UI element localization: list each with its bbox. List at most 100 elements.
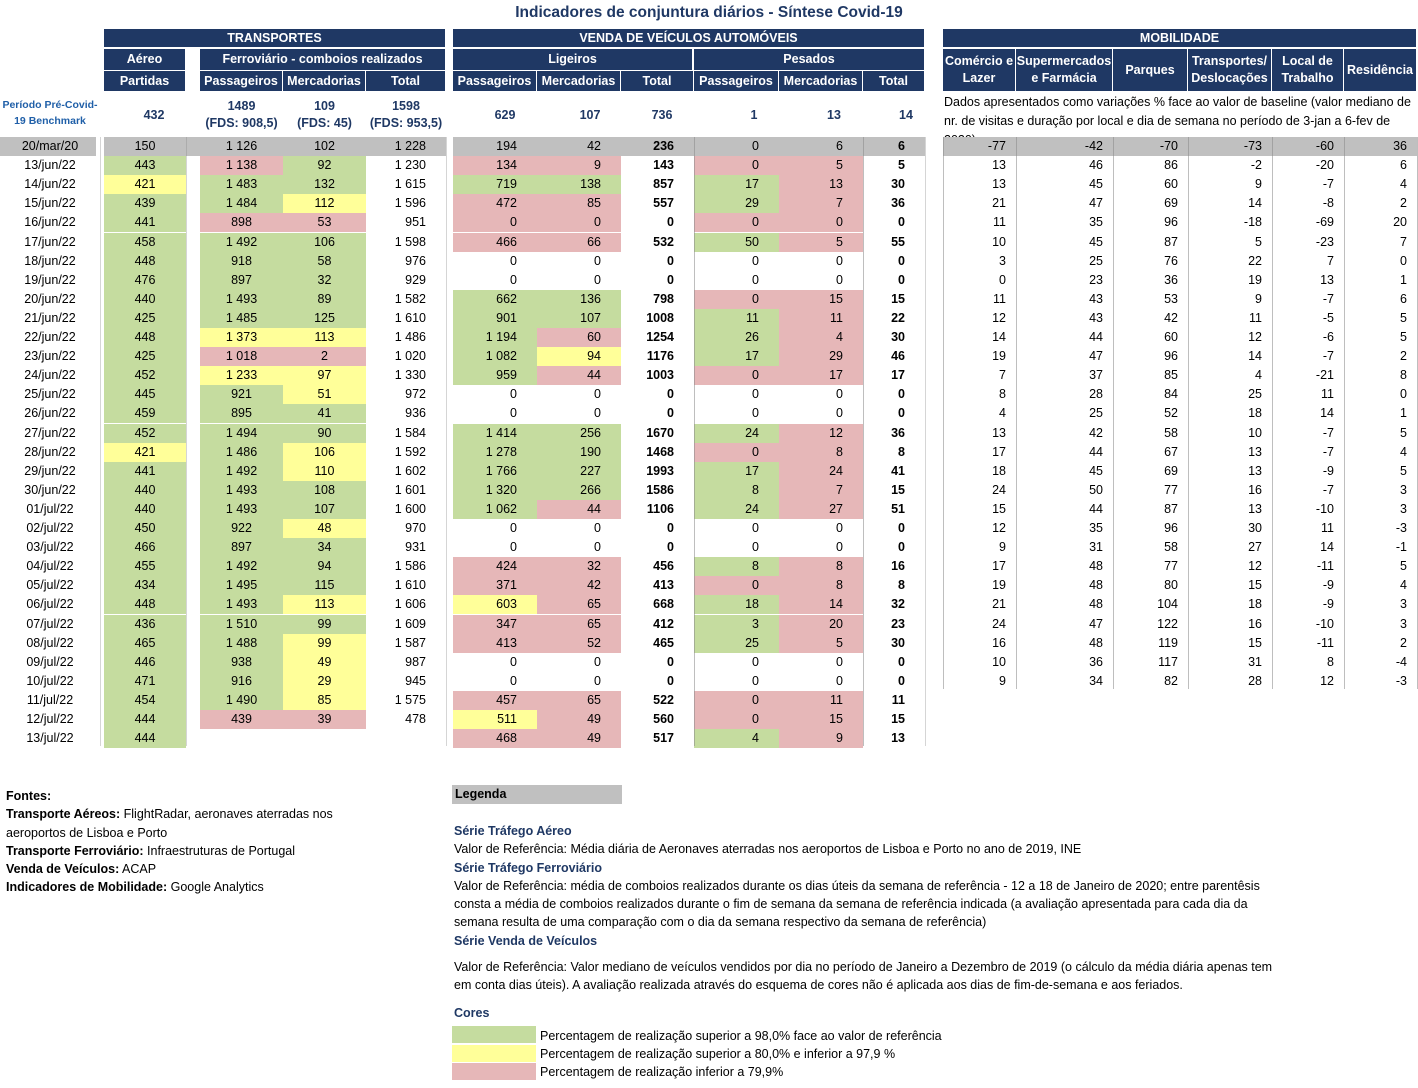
cell-supermercados: 47: [1089, 196, 1103, 211]
fontes-ferroviario: Transporte Ferroviário: Infraestruturas …: [6, 843, 296, 858]
cell-lig-pass: 662: [453, 289, 537, 309]
date-cell: 14/jun/22: [24, 177, 76, 192]
cell-lig-merc: 65: [537, 595, 621, 615]
table-row: 23/jun/22 425 1 018 2 1 020 1 082 94 1176 17 29 46…: [0, 347, 1418, 367]
cell-lig-tot: 1670: [646, 425, 674, 440]
cell-lig-tot: 0: [667, 540, 674, 555]
bench-tot: 1598 (FDS: 953,5): [366, 96, 446, 134]
cell-trabalho: -10: [1315, 501, 1334, 516]
cell-lig-tot: 857: [653, 177, 674, 192]
cell-lig-pass: 0: [510, 406, 517, 421]
cell-residencia: 0: [1400, 387, 1407, 402]
cell-parques: 96: [1164, 521, 1178, 535]
cell-pes-tot: 15: [891, 712, 905, 726]
cell-supermercados: 23: [1089, 272, 1103, 287]
column-divider: [186, 137, 187, 746]
cell-pes-tot: 8: [898, 444, 905, 459]
cell-parques: 69: [1164, 196, 1178, 211]
cell-supermercados: 43: [1089, 291, 1103, 306]
cell-comercio: 9: [999, 540, 1006, 555]
cell-lig-merc: 190: [537, 442, 621, 462]
cell-supermercados: 34: [1089, 673, 1103, 688]
cell-pes-merc: 8: [779, 442, 863, 462]
swatch-pink: [452, 1063, 536, 1080]
table-row: 05/jul/22 434 1 495 115 1 610 371 42 413 0 8 8 19 48…: [0, 576, 1418, 596]
cell-lig-tot: 1586: [646, 482, 674, 497]
cell-tot: 1 575: [394, 692, 426, 707]
cell-transportes: 28: [1248, 673, 1262, 688]
date-cell: 07/jul/22: [26, 616, 74, 631]
cell-merc: 48: [283, 519, 366, 538]
bench-aereo: 432: [143, 107, 165, 122]
table-row: 19/jun/22 476 897 32 929 0 0 0 0 0 0 0 23 36 19 13 1: [0, 270, 1418, 290]
cell-comercio: 7: [999, 368, 1006, 383]
cell-parques: 86: [1164, 158, 1178, 173]
cell-pass: 1 492: [200, 557, 283, 577]
cell-parques: 96: [1164, 215, 1178, 230]
cell-tot: 936: [405, 406, 426, 421]
cell-pes-merc: 14: [779, 595, 863, 615]
bench-lm: 107: [579, 107, 601, 122]
cell-pes-tot: 55: [891, 234, 905, 249]
cell-pes-tot: 13: [891, 731, 905, 746]
cell-lig-merc: 0: [594, 540, 601, 555]
cell-supermercados: 36: [1089, 654, 1103, 669]
cell-pes-tot: 22: [891, 310, 905, 325]
column-divider: [1344, 137, 1345, 689]
cell-pes-tot: 0: [898, 253, 905, 268]
cell-lig-tot: 1106: [646, 501, 674, 516]
cell-pes-pass: 24: [694, 499, 779, 519]
cell-pes-pass: 11: [694, 308, 779, 328]
cell-trabalho: -23: [1315, 234, 1334, 249]
cell-lig-merc: 0: [594, 387, 601, 402]
cell-lig-tot: 413: [653, 578, 674, 593]
cell-merc: 132: [283, 175, 366, 195]
table-row: 03/jul/22 466 897 34 931 0 0 0 0 0 0 9 31 58 27 14 -1: [0, 538, 1418, 558]
cell-residencia: 3: [1400, 501, 1407, 516]
cell-lig-tot: 668: [653, 597, 674, 612]
cell-comercio: 11: [993, 291, 1006, 306]
cell-pass: 898: [200, 213, 283, 233]
cell-merc: 102: [314, 139, 335, 153]
cell-pes-merc: 0: [836, 253, 843, 268]
cell-merc: 29: [283, 671, 366, 691]
cell-pes-tot: 36: [891, 196, 905, 211]
cell-residencia: 6: [1400, 158, 1407, 173]
cell-aereo: 466: [104, 538, 186, 558]
cell-pes-merc: 8: [779, 557, 863, 577]
cell-lig-tot: 557: [653, 196, 674, 211]
cell-aereo: 455: [104, 557, 186, 577]
cell-lig-tot: 1003: [646, 368, 674, 383]
cell-merc: 99: [283, 614, 366, 634]
legenda-heading: Legenda: [452, 785, 622, 804]
cell-transportes: -2: [1250, 158, 1262, 173]
cell-tot: 945: [405, 673, 426, 688]
bench-merc: 109 (FDS: 45): [283, 96, 366, 134]
cell-trabalho: -7: [1322, 349, 1334, 364]
fontes-heading: Fontes:: [6, 789, 52, 803]
fontes-aereo-cont: aeroportos de Lisboa e Porto: [6, 825, 168, 840]
date-cell: 24/jun/22: [24, 368, 76, 383]
legenda-yellow-text: Percentagem de realização superior a 80,…: [540, 1047, 896, 1061]
cell-lig-pass: 719: [453, 175, 537, 195]
cell-pes-tot: 11: [891, 692, 905, 707]
table-row: 20/mar/20 150 1 126 102 1 228 194 42 236 0 6 6 -77 -…: [0, 137, 1418, 156]
fontes-aereo: Transporte Aéreos: FlightRadar, aeronave…: [6, 807, 333, 822]
bench-tot-fds: (FDS: 953,5): [369, 116, 443, 130]
legenda-veic-desc1: Valor de Referência: Valor mediano de ve…: [454, 960, 1273, 975]
header-pes-passageiros: Passageiros: [694, 71, 779, 91]
cell-merc: 92: [283, 156, 366, 176]
date-cell: 12/jul/22: [26, 712, 74, 726]
section-vendas: VENDA DE VEÍCULOS AUTOMÓVEIS: [453, 29, 925, 47]
header-supermercados: Supermercados e Farmácia: [1016, 49, 1113, 91]
cell-trabalho: -10: [1315, 616, 1334, 631]
cell-pes-tot: 0: [898, 654, 905, 669]
cell-parques: 77: [1164, 559, 1178, 574]
cell-merc: 34: [283, 538, 366, 558]
cell-merc: 32: [283, 270, 366, 290]
bench-pt: 14: [899, 107, 913, 122]
cell-parques: 84: [1164, 387, 1178, 402]
cell-lig-merc: 9: [537, 156, 621, 176]
cell-merc: 90: [283, 423, 366, 443]
cell-transportes: 31: [1248, 654, 1262, 669]
